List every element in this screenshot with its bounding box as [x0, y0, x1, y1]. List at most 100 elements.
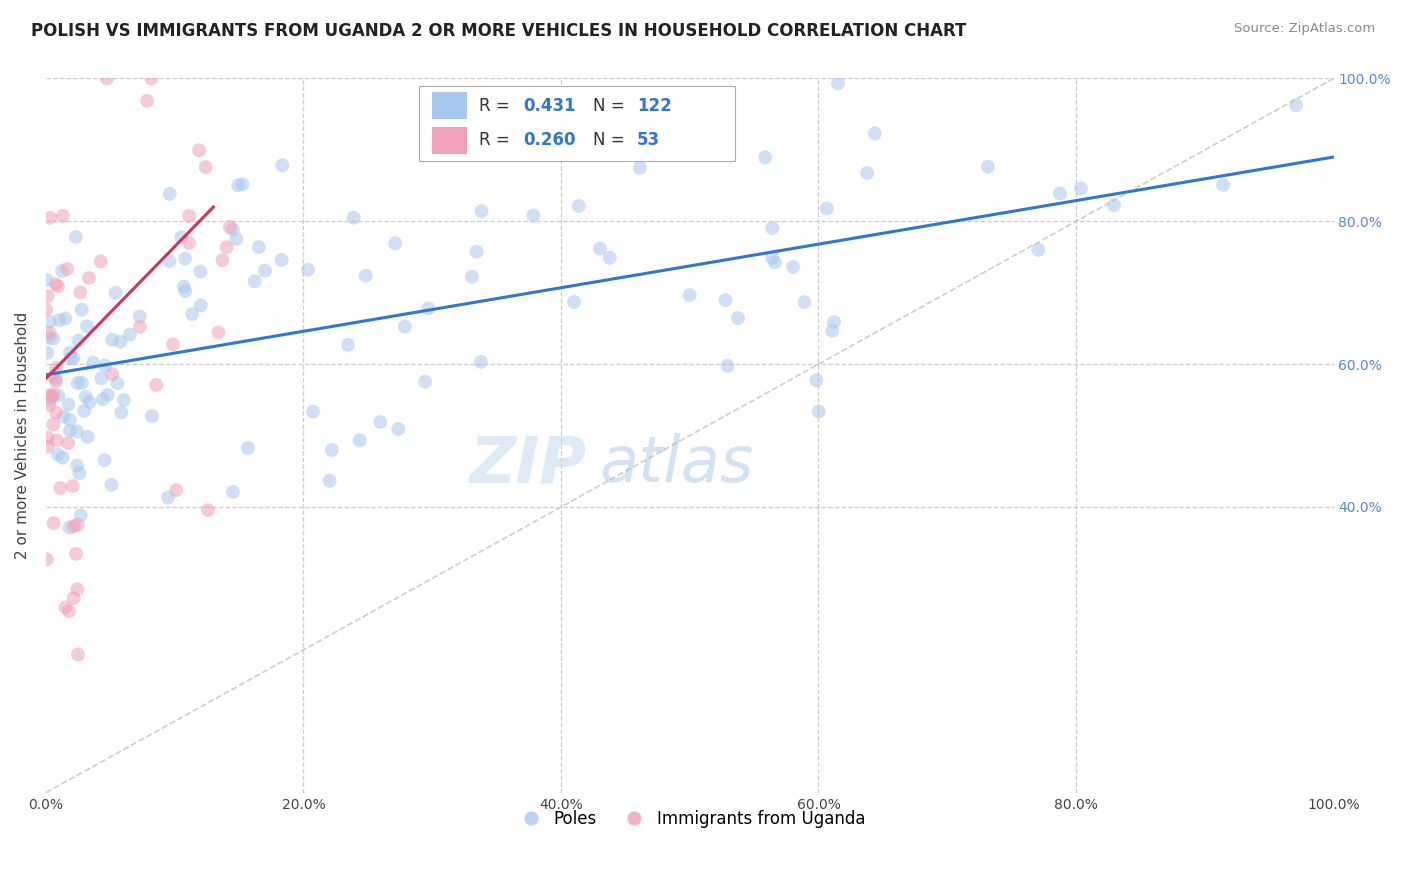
Point: [236, 441, 259, 455]
Point: [42, 332, 65, 346]
Point: [94, 359, 117, 373]
Point: [823, 315, 845, 329]
Point: [1026, 243, 1049, 257]
Point: [349, 434, 371, 448]
Point: [59, 413, 82, 427]
Point: [76, 319, 98, 334]
Point: [35, 552, 58, 566]
Point: [136, 94, 159, 108]
Point: [190, 264, 212, 278]
Point: [66, 517, 89, 532]
Point: [118, 327, 141, 342]
Point: [141, 71, 163, 86]
Point: [343, 211, 366, 225]
Point: [59, 424, 82, 438]
Point: [270, 252, 292, 267]
Point: [679, 288, 702, 302]
Point: [222, 484, 245, 499]
Point: [219, 219, 242, 234]
Point: [247, 240, 270, 254]
Point: [318, 474, 340, 488]
Point: [66, 582, 89, 597]
Point: [65, 547, 87, 561]
Point: [67, 466, 90, 480]
Point: [225, 232, 247, 246]
Point: [1049, 186, 1071, 201]
Point: [337, 338, 360, 352]
Point: [46, 279, 69, 293]
Point: [45, 277, 67, 292]
Point: [46, 388, 69, 402]
Point: [394, 319, 416, 334]
Point: [62, 479, 84, 493]
Point: [231, 178, 253, 192]
Point: [42, 388, 65, 402]
Point: [162, 337, 184, 351]
Point: [141, 409, 163, 424]
Point: [354, 268, 377, 283]
Point: [35, 302, 58, 317]
Point: [727, 311, 749, 326]
Point: [90, 254, 112, 268]
Point: [90, 371, 112, 385]
Point: [48, 313, 70, 327]
Point: [42, 369, 65, 384]
Point: [45, 434, 67, 448]
Point: [522, 209, 544, 223]
Point: [38, 398, 60, 412]
Point: [128, 310, 150, 324]
Point: [977, 160, 1000, 174]
Point: [110, 334, 132, 349]
Point: [69, 508, 91, 523]
Point: [165, 483, 187, 497]
Point: [297, 262, 319, 277]
Point: [761, 251, 783, 265]
Point: [65, 230, 87, 244]
Point: [470, 204, 492, 219]
Point: [215, 240, 238, 254]
Point: [51, 264, 73, 278]
Point: [46, 448, 69, 462]
Point: [368, 415, 391, 429]
Point: [413, 375, 436, 389]
Point: [66, 376, 89, 390]
Point: [77, 271, 100, 285]
Point: [222, 222, 245, 236]
Point: [38, 331, 60, 345]
Point: [39, 315, 62, 329]
Point: [207, 326, 229, 340]
Point: [470, 355, 492, 369]
Point: [101, 368, 124, 382]
Point: [79, 395, 101, 409]
Point: [863, 127, 886, 141]
Point: [62, 351, 84, 366]
Point: [181, 307, 204, 321]
Point: [100, 478, 122, 492]
Point: [226, 178, 249, 193]
Point: [75, 390, 97, 404]
Point: [384, 236, 406, 251]
Text: Source: ZipAtlas.com: Source: ZipAtlas.com: [1234, 22, 1375, 36]
Point: [58, 436, 80, 450]
Point: [243, 274, 266, 288]
Point: [62, 591, 84, 606]
Point: [76, 430, 98, 444]
Point: [170, 230, 193, 244]
Point: [35, 273, 58, 287]
Point: [42, 417, 65, 432]
Point: [73, 403, 96, 417]
Point: [763, 255, 786, 269]
Point: [1285, 98, 1308, 112]
Point: [253, 263, 276, 277]
Point: [197, 503, 219, 517]
Point: [821, 324, 844, 338]
Point: [589, 242, 612, 256]
Point: [714, 293, 737, 308]
Point: [66, 425, 89, 439]
Point: [761, 221, 783, 235]
Point: [45, 372, 67, 386]
Point: [271, 158, 294, 172]
Point: [1212, 178, 1234, 192]
Point: [815, 202, 838, 216]
Point: [52, 209, 75, 223]
